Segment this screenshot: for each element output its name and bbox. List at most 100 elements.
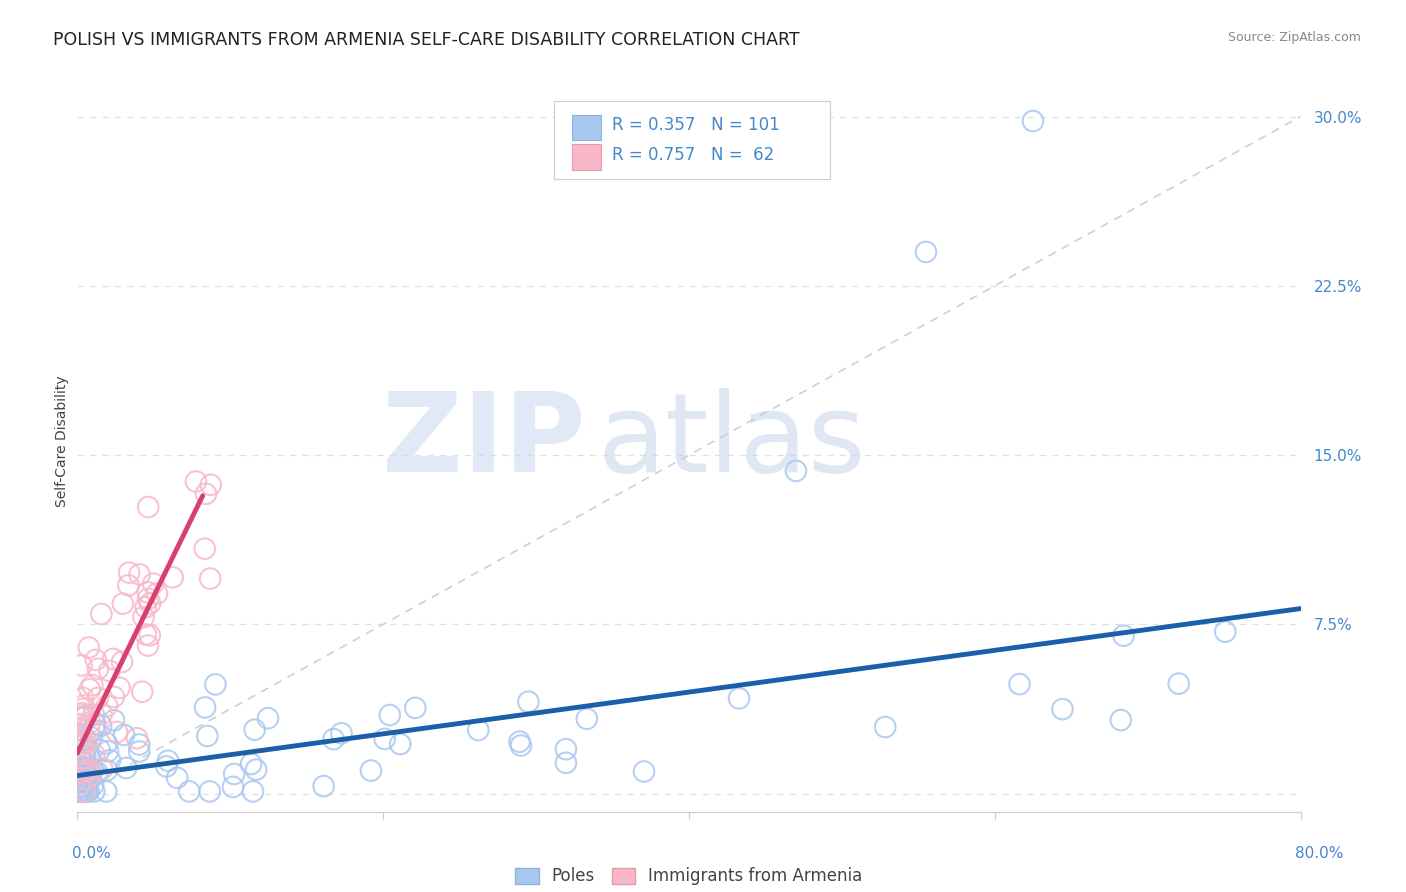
- Point: [194, 700, 217, 714]
- Text: atlas: atlas: [598, 388, 866, 495]
- Point: [75, 751, 97, 765]
- Point: [75, 784, 97, 798]
- Point: [136, 585, 159, 599]
- Point: [135, 627, 157, 641]
- Text: R = 0.757   N =  62: R = 0.757 N = 62: [612, 146, 775, 164]
- Point: [73, 760, 96, 774]
- Point: [240, 756, 263, 771]
- Point: [136, 591, 159, 606]
- Point: [67, 784, 90, 798]
- Point: [82, 678, 104, 692]
- Point: [197, 729, 219, 743]
- Point: [73, 749, 96, 764]
- Point: [91, 762, 114, 776]
- Point: [198, 572, 221, 586]
- Point: [136, 639, 159, 653]
- Point: [146, 586, 169, 600]
- Point: [179, 784, 201, 798]
- Point: [194, 487, 217, 501]
- Point: [70, 770, 93, 784]
- Point: [75, 784, 97, 798]
- Point: [98, 753, 121, 767]
- Point: [198, 784, 221, 798]
- Point: [77, 763, 100, 777]
- Point: [75, 784, 97, 798]
- Point: [70, 765, 93, 780]
- Point: [128, 567, 150, 582]
- Point: [77, 722, 100, 736]
- Point: [73, 710, 96, 724]
- Point: [517, 695, 540, 709]
- Point: [111, 655, 134, 669]
- Point: [73, 784, 96, 798]
- Point: [67, 729, 90, 743]
- Point: [72, 762, 94, 776]
- Point: [83, 723, 105, 738]
- Point: [554, 742, 576, 756]
- FancyBboxPatch shape: [554, 101, 830, 178]
- Point: [69, 780, 91, 795]
- Point: [80, 765, 103, 780]
- Point: [509, 734, 531, 748]
- Y-axis label: Self-Care Disability: Self-Care Disability: [55, 376, 69, 508]
- Point: [1109, 713, 1132, 727]
- Point: [69, 734, 91, 748]
- Point: [73, 701, 96, 715]
- Point: [73, 773, 96, 788]
- Point: [1167, 676, 1189, 690]
- Text: 80.0%: 80.0%: [1295, 847, 1343, 861]
- Point: [73, 763, 96, 777]
- Point: [785, 464, 807, 478]
- Text: POLISH VS IMMIGRANTS FROM ARMENIA SELF-CARE DISABILITY CORRELATION CHART: POLISH VS IMMIGRANTS FROM ARMENIA SELF-C…: [53, 31, 800, 49]
- Point: [72, 779, 94, 793]
- Point: [112, 728, 135, 742]
- Point: [374, 731, 396, 746]
- Point: [75, 740, 97, 755]
- Point: [245, 763, 267, 777]
- Point: [194, 541, 217, 556]
- Point: [83, 707, 105, 722]
- Point: [83, 747, 105, 762]
- Point: [128, 738, 150, 752]
- FancyBboxPatch shape: [571, 115, 600, 140]
- Point: [555, 756, 578, 770]
- Point: [224, 767, 246, 781]
- Point: [75, 764, 97, 778]
- Point: [389, 737, 412, 751]
- Point: [96, 784, 118, 798]
- Point: [84, 717, 107, 731]
- Text: R = 0.357   N = 101: R = 0.357 N = 101: [612, 117, 780, 135]
- Point: [70, 739, 93, 753]
- Point: [135, 600, 157, 615]
- Point: [136, 500, 159, 514]
- Point: [77, 784, 100, 798]
- Point: [1052, 702, 1074, 716]
- Point: [200, 477, 222, 491]
- Point: [70, 722, 93, 736]
- Point: [76, 735, 98, 749]
- Point: [69, 731, 91, 746]
- Point: [90, 607, 112, 621]
- Point: [69, 784, 91, 798]
- Point: [157, 754, 180, 768]
- Point: [73, 770, 96, 784]
- Point: [72, 736, 94, 750]
- Text: 0.0%: 0.0%: [72, 847, 111, 861]
- Point: [73, 736, 96, 750]
- Legend: Poles, Immigrants from Armenia: Poles, Immigrants from Armenia: [509, 861, 869, 892]
- Point: [70, 762, 93, 776]
- Point: [404, 701, 426, 715]
- Point: [312, 779, 335, 793]
- Point: [131, 684, 153, 698]
- Point: [76, 774, 98, 789]
- Point: [69, 707, 91, 722]
- Point: [90, 719, 112, 733]
- Point: [510, 739, 533, 753]
- Point: [108, 681, 131, 695]
- Point: [155, 759, 177, 773]
- Point: [118, 566, 141, 580]
- Point: [69, 711, 91, 725]
- Point: [360, 764, 382, 778]
- Point: [83, 784, 105, 798]
- Point: [222, 780, 245, 794]
